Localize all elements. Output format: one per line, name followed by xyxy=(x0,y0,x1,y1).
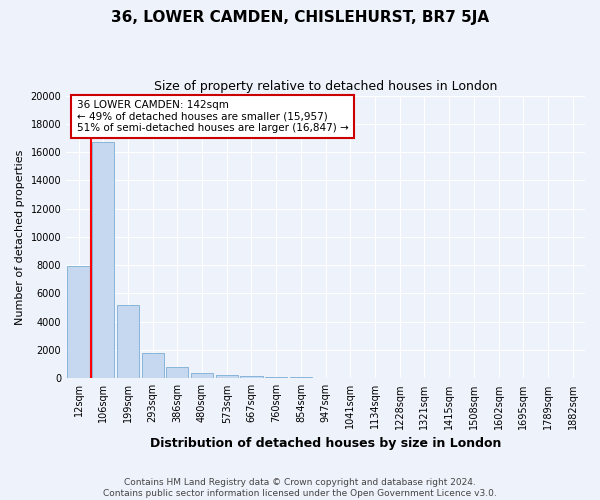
Bar xyxy=(67,266,89,378)
Text: 36, LOWER CAMDEN, CHISLEHURST, BR7 5JA: 36, LOWER CAMDEN, CHISLEHURST, BR7 5JA xyxy=(111,10,489,25)
Y-axis label: Number of detached properties: Number of detached properties xyxy=(15,149,25,324)
Bar xyxy=(92,142,115,378)
Text: Contains HM Land Registry data © Crown copyright and database right 2024.
Contai: Contains HM Land Registry data © Crown c… xyxy=(103,478,497,498)
Bar xyxy=(166,368,188,378)
Bar xyxy=(191,373,213,378)
Bar xyxy=(265,377,287,378)
Bar xyxy=(241,376,263,378)
X-axis label: Distribution of detached houses by size in London: Distribution of detached houses by size … xyxy=(150,437,501,450)
Bar xyxy=(215,376,238,378)
Text: 36 LOWER CAMDEN: 142sqm
← 49% of detached houses are smaller (15,957)
51% of sem: 36 LOWER CAMDEN: 142sqm ← 49% of detache… xyxy=(77,100,348,133)
Bar xyxy=(142,353,164,378)
Bar xyxy=(290,377,312,378)
Bar xyxy=(117,305,139,378)
Title: Size of property relative to detached houses in London: Size of property relative to detached ho… xyxy=(154,80,497,93)
